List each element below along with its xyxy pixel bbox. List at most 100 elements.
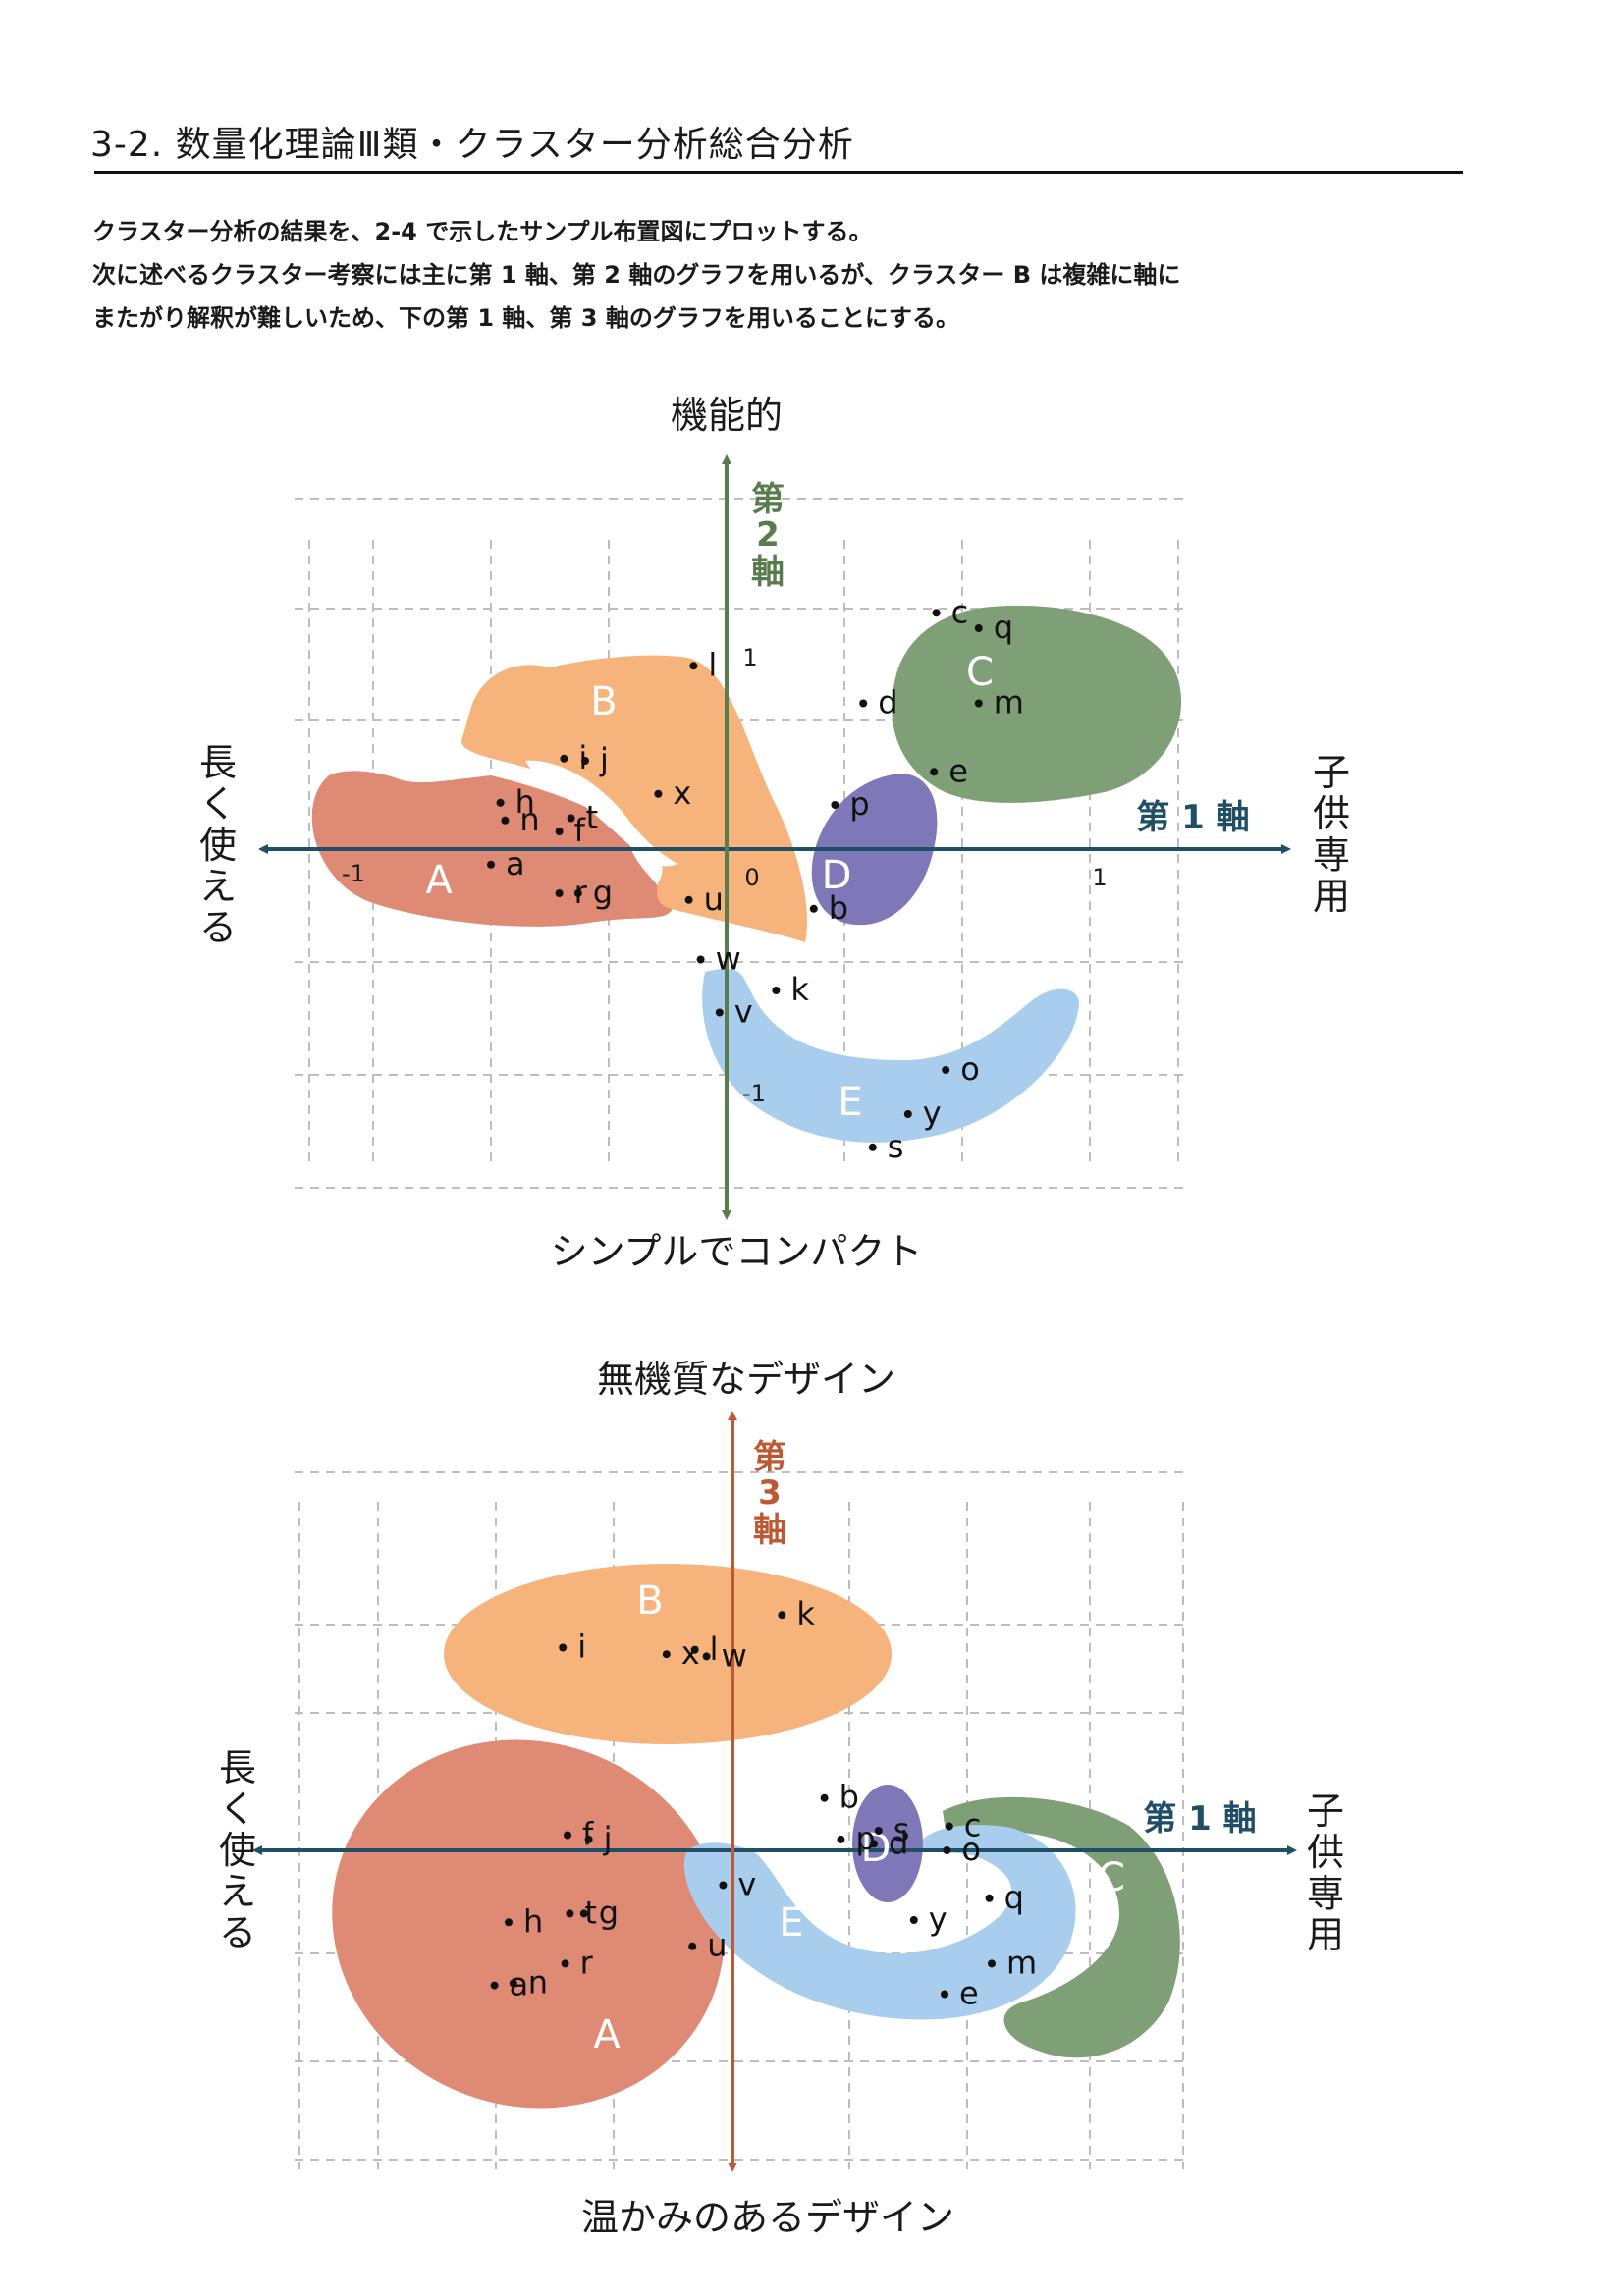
sample-label-m: m xyxy=(1006,1944,1037,1981)
sample-label-l: l xyxy=(710,1630,719,1668)
sample-label-e: e xyxy=(959,1975,979,2012)
axis2-title-char1: 第 xyxy=(751,480,785,519)
axis3-title-char2: 3 xyxy=(758,1473,782,1513)
sample-label-h: h xyxy=(523,1902,543,1940)
sample-point-e xyxy=(930,768,939,776)
sample-label-f: f xyxy=(582,1816,594,1853)
cluster-d-region xyxy=(852,1785,923,1902)
sample-point-p xyxy=(831,801,839,809)
cluster-e-region xyxy=(683,1825,1076,2020)
intro-line-3: またがり解釈が難しいため、下の第 1 軸、第 3 軸のグラフを用いることにする。 xyxy=(92,304,960,332)
chart2-points: a b c d e f g h i j k l m n o p q r s t uv wx y xyxy=(490,1595,1037,2012)
sample-label-h: h xyxy=(515,783,535,821)
sample-point-g xyxy=(579,1909,588,1918)
sample-point-f xyxy=(564,1831,571,1840)
sample-point-w xyxy=(696,955,705,964)
cluster-c-region xyxy=(943,1796,1180,2058)
sample-label-v: v xyxy=(734,993,753,1031)
sample-label-r: r xyxy=(574,874,588,911)
axis2-title-char3: 軸 xyxy=(751,553,785,592)
sample-label-c: c xyxy=(964,1807,982,1844)
sample-point-g xyxy=(573,889,582,897)
sample-label-e: e xyxy=(948,752,968,789)
sample-label-m: m xyxy=(994,684,1024,721)
sample-label-f: f xyxy=(574,812,586,849)
cluster-c-label: C xyxy=(966,650,994,695)
sample-point-x xyxy=(662,1650,671,1659)
sample-label-j: j xyxy=(599,741,609,778)
sample-point-h xyxy=(505,1918,513,1927)
sample-label-g: g xyxy=(593,874,613,911)
intro-line-2: 次に述べるクラスター考察には主に第 1 軸、第 2 軸のグラフを用いるが、クラス… xyxy=(92,261,1181,289)
sample-point-t xyxy=(567,814,575,823)
cluster-a-region xyxy=(332,1739,725,2109)
cluster-b-label: B xyxy=(590,679,617,724)
cluster-b-label: B xyxy=(636,1578,663,1624)
sample-point-k xyxy=(772,987,781,994)
sample-point-y xyxy=(903,1110,912,1118)
cluster-b-region xyxy=(461,655,807,942)
sample-label-k: k xyxy=(796,1595,815,1632)
sample-label-j: j xyxy=(603,1820,613,1857)
cluster-a-label: A xyxy=(593,2012,621,2057)
sample-label-d: d xyxy=(889,1824,908,1861)
sample-point-i xyxy=(559,1643,568,1652)
cluster-d-label: D xyxy=(822,853,852,898)
axis3-title-char1: 第 xyxy=(753,1438,786,1477)
sample-point-y xyxy=(909,1916,918,1924)
pole-bottom-label: シンプルでコンパクト xyxy=(551,1230,923,1273)
cluster-e-label: E xyxy=(838,1080,862,1125)
pole-right-label: 子供専用 xyxy=(1307,1789,1344,1956)
sample-point-j xyxy=(584,1835,593,1843)
intro-line-1: クラスター分析の結果を、2-4 で示したサンプル布置図にプロットする。 xyxy=(92,218,873,245)
sample-label-r: r xyxy=(580,1944,594,1981)
sample-label-l: l xyxy=(708,646,717,683)
sample-point-d xyxy=(859,699,868,708)
cluster-b-cut xyxy=(525,760,677,867)
sample-point-w xyxy=(702,1652,711,1661)
intro-paragraph: クラスター分析の結果を、2-4 で示したサンプル布置図にプロットする。 次に述べ… xyxy=(92,210,1506,340)
sample-point-x xyxy=(654,789,663,798)
sample-point-i xyxy=(560,754,568,763)
sample-label-w: w xyxy=(716,940,741,978)
tick-x-pos: 1 xyxy=(1092,864,1107,891)
cluster-a-label: A xyxy=(425,858,453,903)
pole-bottom-label: 温かみのあるデザイン xyxy=(581,2196,954,2238)
sample-point-u xyxy=(684,895,693,904)
chart-axis1-axis2: 第 2 軸 第 1 軸 機能的 シンプルでコンパクト 子供専用 長く使える 1 … xyxy=(199,394,1350,1273)
sample-label-b: b xyxy=(839,1779,859,1816)
sample-point-m xyxy=(974,699,983,708)
sample-point-r xyxy=(561,1959,569,1968)
axis1-title: 第 1 軸 xyxy=(1143,1799,1256,1839)
sample-label-u: u xyxy=(707,1927,727,1964)
cluster-c-label: C xyxy=(1098,1855,1125,1900)
sample-point-s xyxy=(868,1143,877,1151)
pole-right-label: 子供専用 xyxy=(1313,751,1350,918)
cluster-e-label: E xyxy=(779,1900,803,1946)
sample-label-x: x xyxy=(673,774,691,812)
sample-point-u xyxy=(688,1942,697,1950)
sample-label-b: b xyxy=(829,889,848,927)
axis2-title-char2: 2 xyxy=(756,515,780,555)
sample-point-b xyxy=(809,904,818,913)
sample-label-w: w xyxy=(722,1636,747,1674)
sample-label-k: k xyxy=(790,971,809,1008)
sample-label-s: s xyxy=(888,1128,904,1165)
sample-label-v: v xyxy=(737,1866,756,1903)
sample-point-m xyxy=(988,1959,996,1968)
sample-point-v xyxy=(715,1008,724,1017)
sample-point-n xyxy=(501,816,510,825)
sample-point-p xyxy=(837,1835,845,1843)
sample-point-a xyxy=(487,860,495,869)
sample-point-k xyxy=(778,1611,786,1620)
axis3-title-char3: 軸 xyxy=(753,1511,786,1550)
sample-point-a xyxy=(490,1981,499,1990)
sample-label-a: a xyxy=(506,845,525,882)
sample-label-i: i xyxy=(577,1629,586,1666)
cluster-c-region xyxy=(892,605,1182,803)
sample-point-l xyxy=(690,1645,699,1654)
sample-label-p: p xyxy=(849,785,869,823)
sample-label-y: y xyxy=(929,1900,947,1938)
tick-y-neg: -1 xyxy=(742,1080,766,1107)
pole-left-label: 長く使える xyxy=(199,741,237,949)
